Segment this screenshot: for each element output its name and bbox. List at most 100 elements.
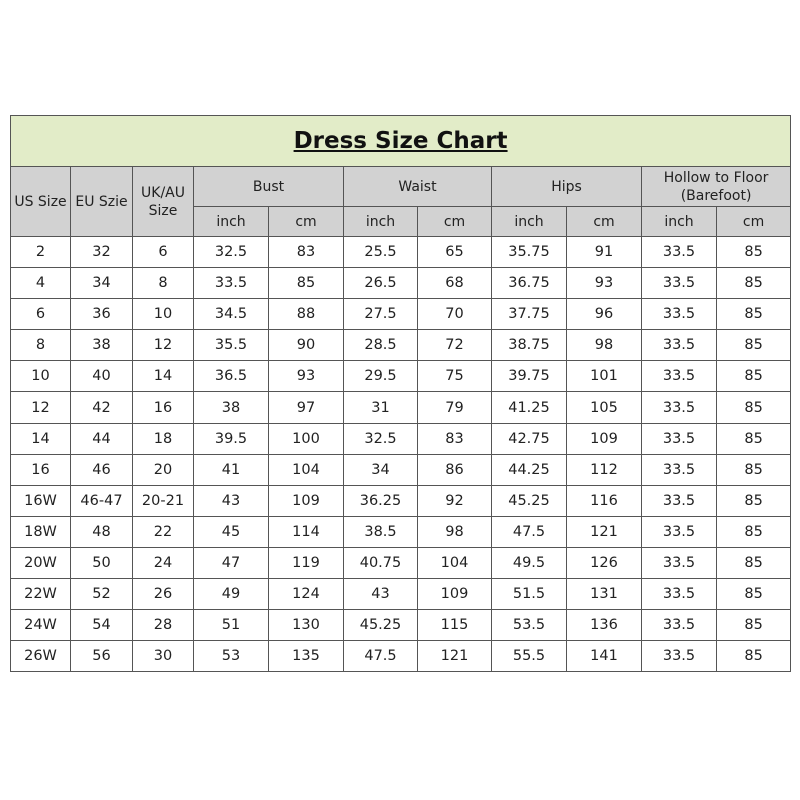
table-cell: 79	[417, 391, 492, 424]
table-cell: 14	[10, 422, 71, 455]
table-cell: 119	[268, 546, 344, 580]
table-cell: 112	[566, 453, 642, 486]
table-cell: 12	[10, 391, 71, 424]
table-cell: 50	[70, 546, 133, 580]
size-chart-table: Dress Size Chart US Size EU Szie UK/AU S…	[9, 115, 792, 673]
table-cell: 93	[268, 360, 344, 393]
table-cell: 39.5	[193, 422, 269, 455]
table-cell: 121	[566, 515, 642, 548]
table-row: 2 32 6 32.5 83 25.5 65 35.75 91 33.5 85	[10, 235, 792, 269]
header-hips: Hips	[491, 166, 642, 207]
header-uk-au-size: UK/AU Size	[132, 166, 194, 237]
table-cell: 6	[132, 235, 194, 269]
table-cell: 16	[132, 391, 194, 424]
table-cell: 43	[193, 484, 269, 517]
table-cell: 28.5	[343, 329, 418, 362]
table-cell: 121	[417, 640, 492, 673]
table-cell: 93	[566, 267, 642, 300]
table-cell: 4	[10, 267, 71, 300]
table-cell: 85	[715, 484, 792, 517]
table-cell: 16	[10, 453, 71, 486]
table-cell: 85	[715, 298, 792, 331]
header-us-size: US Size	[10, 166, 71, 237]
table-cell: 33.5	[641, 267, 717, 300]
table-cell: 2	[10, 235, 71, 269]
table-cell: 36.5	[193, 360, 269, 393]
subheader-inch: inch	[343, 206, 418, 237]
table-cell: 48	[70, 515, 133, 548]
subheader-inch: inch	[491, 206, 567, 237]
table-cell: 51	[193, 609, 269, 642]
table-row: 12 42 16 38 97 31 79 41.25 105 33.5 85	[10, 391, 792, 424]
table-row: 22W 52 26 49 124 43 109 51.5 131 33.5 85	[10, 578, 792, 611]
table-cell: 6	[10, 298, 71, 331]
table-row: 14 44 18 39.5 100 32.5 83 42.75 109 33.5 85	[10, 422, 792, 455]
table-cell: 47.5	[491, 515, 567, 548]
table-cell: 22	[132, 515, 194, 548]
header-waist: Waist	[343, 166, 492, 207]
table-cell: 20-21	[132, 484, 194, 517]
table-row: 4 34 8 33.5 85 26.5 68 36.75 93 33.5 85	[10, 267, 792, 300]
table-cell: 115	[417, 609, 492, 642]
table-cell: 114	[268, 515, 344, 548]
table-cell: 33.5	[641, 640, 717, 673]
table-cell: 47.5	[343, 640, 418, 673]
table-cell: 33.5	[641, 546, 717, 580]
table-cell: 33.5	[641, 609, 717, 642]
table-cell: 38	[70, 329, 133, 362]
table-cell: 136	[566, 609, 642, 642]
table-cell: 33.5	[641, 515, 717, 548]
table-cell: 36	[70, 298, 133, 331]
table-cell: 29.5	[343, 360, 418, 393]
table-cell: 49	[193, 578, 269, 611]
subheader-cm: cm	[566, 206, 642, 237]
table-row: 24W 54 28 51 130 45.25 115 53.5 136 33.5 85	[10, 609, 792, 642]
table-cell: 12	[132, 329, 194, 362]
table-cell: 33.5	[641, 422, 717, 455]
table-cell: 8	[10, 329, 71, 362]
table-cell: 41	[193, 453, 269, 486]
table-cell: 130	[268, 609, 344, 642]
table-cell: 104	[417, 546, 492, 580]
table-cell: 51.5	[491, 578, 567, 611]
table-row: 8 38 12 35.5 90 28.5 72 38.75 98 33.5 85	[10, 329, 792, 362]
table-cell: 43	[343, 578, 418, 611]
table-cell: 104	[268, 453, 344, 486]
table-cell: 32.5	[343, 422, 418, 455]
table-row: 16W 46-47 20-21 43 109 36.25 92 45.25 116 33.5 85	[10, 484, 792, 517]
table-cell: 101	[566, 360, 642, 393]
table-cell: 91	[566, 235, 642, 269]
table-cell: 24	[132, 546, 194, 580]
table-cell: 26.5	[343, 267, 418, 300]
table-cell: 97	[268, 391, 344, 424]
table-cell: 85	[715, 578, 792, 611]
table-cell: 56	[70, 640, 133, 673]
subheader-inch: inch	[641, 206, 717, 237]
table-cell: 126	[566, 546, 642, 580]
table-cell: 20	[132, 453, 194, 486]
table-cell: 38.5	[343, 515, 418, 548]
table-cell: 85	[715, 360, 792, 393]
table-cell: 92	[417, 484, 492, 517]
table-cell: 109	[417, 578, 492, 611]
table-cell: 85	[715, 515, 792, 548]
table-cell: 135	[268, 640, 344, 673]
table-cell: 37.75	[491, 298, 567, 331]
table-cell: 55.5	[491, 640, 567, 673]
table-cell: 85	[268, 267, 344, 300]
table-cell: 141	[566, 640, 642, 673]
table-cell: 8	[132, 267, 194, 300]
table-cell: 32	[70, 235, 133, 269]
table-cell: 45.25	[491, 484, 567, 517]
table-row: 10 40 14 36.5 93 29.5 75 39.75 101 33.5 85	[10, 360, 792, 393]
table-cell: 33.5	[641, 329, 717, 362]
table-row: 16 46 20 41 104 34 86 44.25 112 33.5 85	[10, 453, 792, 486]
table-cell: 124	[268, 578, 344, 611]
table-cell: 38	[193, 391, 269, 424]
table-cell: 36.25	[343, 484, 418, 517]
table-cell: 27.5	[343, 298, 418, 331]
table-cell: 33.5	[641, 298, 717, 331]
table-cell: 41.25	[491, 391, 567, 424]
table-cell: 83	[417, 422, 492, 455]
table-cell: 44	[70, 422, 133, 455]
